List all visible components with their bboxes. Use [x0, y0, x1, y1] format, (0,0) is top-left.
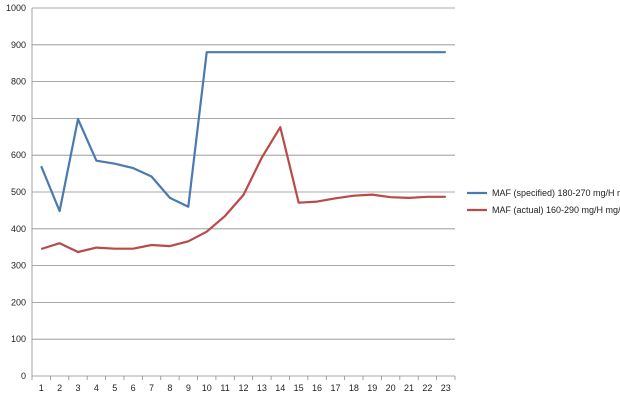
x-tick-label: 10 — [202, 383, 212, 393]
x-tick-label: 6 — [131, 383, 136, 393]
y-tick-label: 500 — [11, 187, 26, 197]
legend: MAF (specified) 180-270 mg/H mg/R MAF (ac… — [467, 188, 620, 215]
series-line-2 — [40, 126, 446, 254]
x-tick-label: 19 — [367, 383, 377, 393]
y-tick-label: 0 — [21, 371, 26, 381]
x-tick-label: 20 — [386, 383, 396, 393]
y-tick-label: 600 — [11, 150, 26, 160]
y-tick-label: 1000 — [6, 3, 26, 13]
legend-label-1: MAF (specified) 180-270 mg/H mg/R — [492, 188, 620, 198]
x-tick-label: 23 — [441, 383, 451, 393]
y-tick-label: 400 — [11, 224, 26, 234]
x-tick-label: 22 — [422, 383, 432, 393]
x-tick-label: 8 — [167, 383, 172, 393]
series-line-1 — [40, 51, 446, 213]
x-tick-label: 7 — [149, 383, 154, 393]
x-axis-ticks: 1 2 3 4 5 6 7 8 9 10 11 12 13 14 15 16 17 18 19 20 21 22 23 — [39, 383, 451, 393]
x-tick-label: 4 — [94, 383, 99, 393]
y-tick-label: 300 — [11, 261, 26, 271]
x-tick-label: 16 — [312, 383, 322, 393]
y-tick-label: 700 — [11, 113, 26, 123]
x-tick-label: 5 — [112, 383, 117, 393]
x-tick-label: 9 — [186, 383, 191, 393]
x-tick-label: 17 — [330, 383, 340, 393]
y-tick-label: 900 — [11, 40, 26, 50]
x-tick-label: 14 — [275, 383, 285, 393]
x-tick-label: 12 — [238, 383, 248, 393]
x-tick-label: 3 — [75, 383, 80, 393]
x-tick-label: 2 — [57, 383, 62, 393]
y-tick-label: 100 — [11, 334, 26, 344]
y-axis-ticks: 0 100 200 300 400 500 600 700 800 900 1000 — [6, 3, 26, 381]
axes — [31, 8, 456, 380]
y-tick-label: 800 — [11, 77, 26, 87]
legend-label-2: MAF (actual) 160-290 mg/H mg/R — [492, 205, 620, 215]
x-tick-label: 21 — [404, 383, 414, 393]
x-tick-label: 13 — [257, 383, 267, 393]
series-lines — [40, 51, 446, 254]
x-tick-label: 15 — [294, 383, 304, 393]
x-tick-label: 18 — [349, 383, 359, 393]
y-tick-label: 200 — [11, 297, 26, 307]
x-tick-label: 1 — [39, 383, 44, 393]
gridlines — [32, 7, 455, 340]
x-tick-label: 11 — [220, 383, 229, 393]
